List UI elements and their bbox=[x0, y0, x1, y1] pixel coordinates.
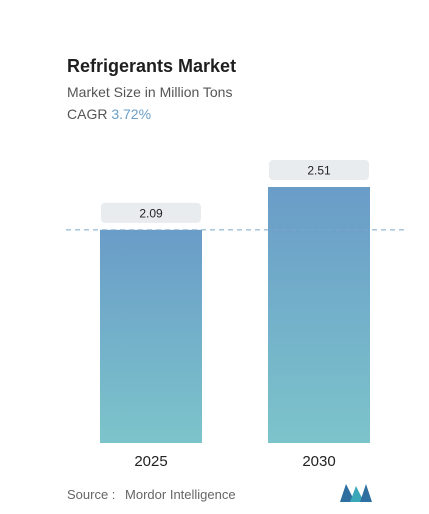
chart-subtitle: Market Size in Million Tons bbox=[67, 84, 233, 100]
mordor-intelligence-logo-icon bbox=[340, 484, 372, 502]
source-name: Mordor Intelligence bbox=[125, 487, 236, 502]
cagr-label: CAGR bbox=[67, 106, 108, 122]
cagr-line: CAGR 3.72% bbox=[67, 106, 151, 122]
x-tick-label-2030: 2030 bbox=[302, 453, 335, 470]
data-label-2030: 2.51 bbox=[307, 164, 331, 178]
data-label-box-2030 bbox=[269, 160, 369, 180]
data-label-2025: 2.09 bbox=[139, 206, 163, 220]
cagr-value: 3.72% bbox=[111, 106, 152, 122]
source-line: Source : Mordor Intelligence bbox=[67, 487, 236, 502]
bar-2025 bbox=[100, 229, 202, 443]
source-label: Source : bbox=[67, 487, 116, 502]
chart-title: Refrigerants Market bbox=[67, 56, 237, 76]
bar-2030 bbox=[268, 187, 370, 443]
x-tick-label-2025: 2025 bbox=[134, 453, 167, 470]
data-label-box-2025 bbox=[101, 202, 201, 223]
